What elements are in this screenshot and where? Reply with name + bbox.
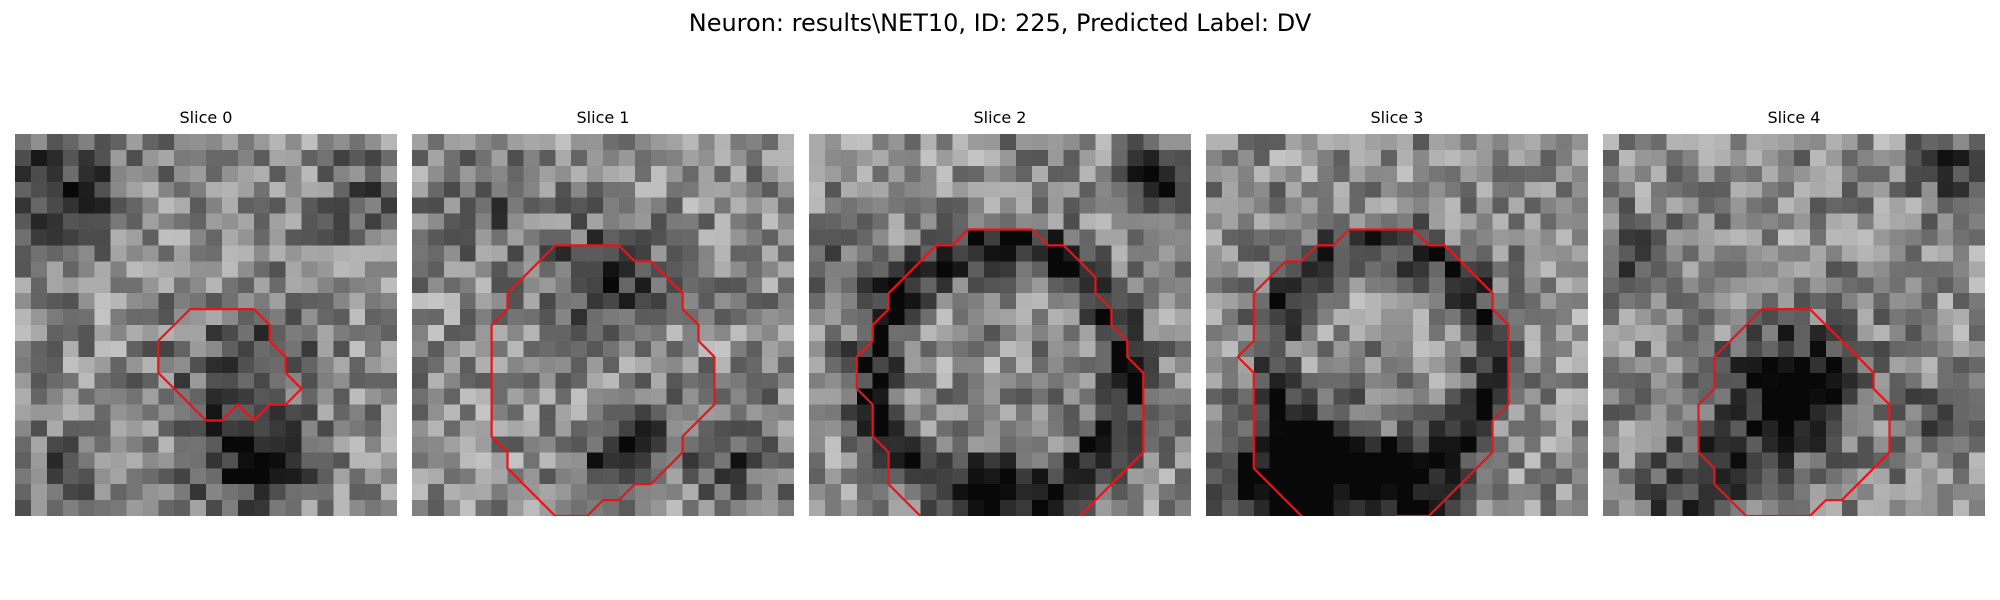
slice-title: Slice 3	[1370, 108, 1424, 127]
slice-image	[1603, 134, 1985, 516]
pixel-cells	[809, 134, 1191, 516]
slice-title: Slice 0	[179, 108, 233, 127]
roi-contour	[490, 244, 716, 516]
roi-contour	[1236, 228, 1510, 516]
slice-pixel-grid	[1206, 134, 1588, 516]
figure-title: Neuron: results\NET10, ID: 225, Predicte…	[688, 9, 1312, 37]
slice-image	[412, 134, 794, 516]
slice-image	[809, 134, 1191, 516]
pixel-cells	[15, 134, 397, 516]
roi-contour	[157, 308, 303, 422]
slice-pixel-grid	[809, 134, 1191, 516]
roi-contour	[855, 228, 1145, 516]
slice-title: Slice 1	[576, 108, 630, 127]
slice-image	[15, 134, 397, 516]
slice-image	[1206, 134, 1588, 516]
pixel-cells	[412, 134, 794, 516]
slice-pixel-grid	[1603, 134, 1985, 516]
pixel-cells	[1603, 134, 1985, 516]
slice-pixel-grid	[15, 134, 397, 516]
pixel-cells	[1206, 134, 1588, 516]
slice-title: Slice 2	[973, 108, 1027, 127]
slice-pixel-grid	[412, 134, 794, 516]
slice-title: Slice 4	[1767, 108, 1821, 127]
roi-contour	[1697, 308, 1891, 516]
